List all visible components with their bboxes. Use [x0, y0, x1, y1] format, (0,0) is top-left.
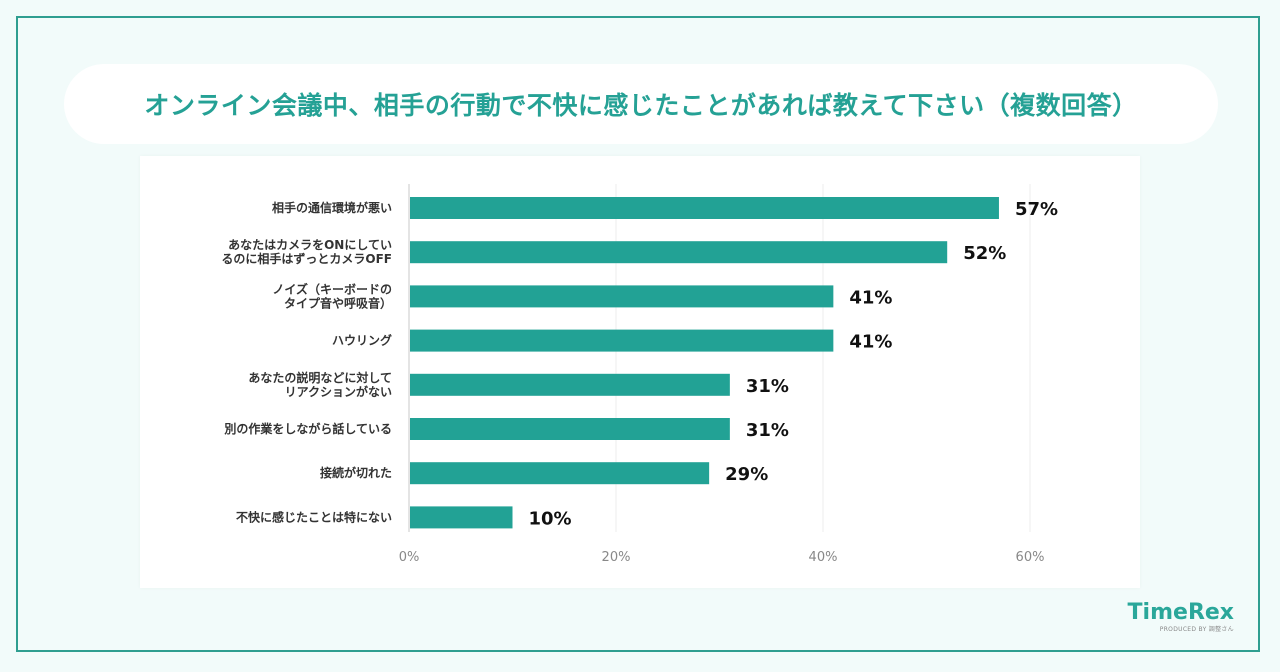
x-tick-label: 0%: [399, 550, 420, 565]
x-tick-label: 40%: [809, 550, 838, 565]
value-label: 52%: [963, 243, 1006, 264]
bar: [410, 285, 834, 308]
logo-tagline: PRODUCED BY 調整さん: [1159, 626, 1234, 633]
bar: [410, 418, 730, 440]
category-label: あなたの説明などに対して: [248, 370, 392, 385]
category-label: ノイズ（キーボードの: [272, 281, 392, 296]
page-title: オンライン会議中、相手の行動で不快に感じたことがあれば教えて下さい（複数回答）: [144, 91, 1138, 120]
bar-chart: 0% 20% 40% 60% 相手の通信環境が悪い 57% あなたはカメラをONにしているの…: [221, 184, 1058, 565]
category-label: 相手の通信環境が悪い: [272, 200, 392, 215]
category-label: あなたはカメラをONにしてい: [228, 238, 392, 252]
logo-text: TimeRex: [1127, 600, 1234, 625]
category-label: 別の作業をしながら話している: [223, 421, 392, 436]
value-label: 41%: [849, 332, 892, 353]
bar: [410, 329, 834, 352]
chart-card: 0% 20% 40% 60% 相手の通信環境が悪い 57% あなたはカメラをONにしてい るの…: [140, 156, 1140, 588]
value-label: 31%: [746, 420, 789, 441]
category-label: 不快に感じたことは特にない: [236, 509, 392, 524]
x-tick-label: 20%: [602, 550, 631, 565]
bar: [410, 241, 948, 264]
title-banner: オンライン会議中、相手の行動で不快に感じたことがあれば教えて下さい（複数回答）: [64, 64, 1218, 144]
category-label: るのに相手はずっとカメラOFF: [221, 251, 392, 266]
value-label: 31%: [746, 376, 789, 397]
bar: [410, 462, 710, 485]
category-label: タイプ音や呼吸音）: [284, 295, 392, 310]
value-label: 41%: [849, 287, 892, 308]
category-label: 接続が切れた: [320, 465, 392, 480]
value-label: 29%: [725, 464, 768, 485]
value-label: 57%: [1015, 199, 1058, 220]
value-label: 10%: [529, 508, 572, 529]
bar: [410, 506, 513, 529]
bar: [410, 197, 999, 219]
bar: [410, 373, 730, 396]
timerex-logo: TimeRex PRODUCED BY 調整さん: [1127, 600, 1234, 634]
x-tick-label: 60%: [1016, 550, 1045, 565]
category-label: ハウリング: [332, 333, 392, 348]
category-label: リアクションがない: [285, 384, 392, 399]
